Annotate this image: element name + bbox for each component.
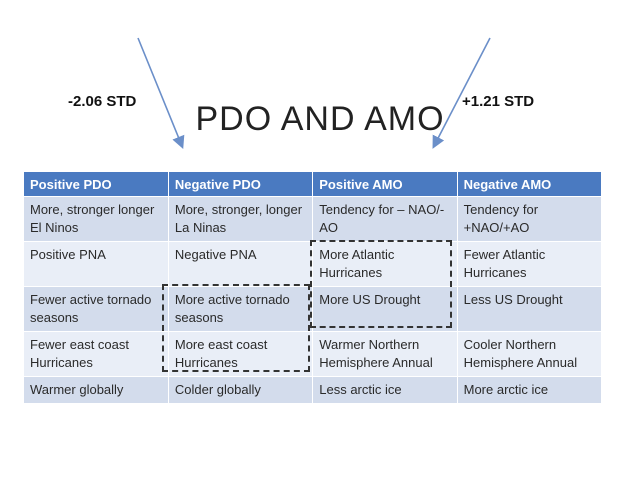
table-row: Positive PNA Negative PNA More Atlantic … <box>24 241 603 287</box>
table-cell: More, stronger, longer La Ninas <box>168 196 314 242</box>
table-cell: Warmer globally <box>24 376 169 403</box>
table-cell: Fewer Atlantic Hurricanes <box>457 241 603 287</box>
header-negative-amo: Negative AMO <box>457 172 603 197</box>
table-row: Warmer globally Colder globally Less arc… <box>24 376 603 403</box>
header-positive-pdo: Positive PDO <box>24 172 169 197</box>
header-positive-amo: Positive AMO <box>312 172 458 197</box>
table-cell: Tendency for – NAO/-AO <box>312 196 458 242</box>
table-cell: Less arctic ice <box>312 376 458 403</box>
table-cell: More, stronger longer El Ninos <box>24 196 169 242</box>
table-row: Fewer active tornado seasons More active… <box>24 286 603 332</box>
table-cell: Fewer active tornado seasons <box>24 286 169 332</box>
table-row: Fewer east coast Hurricanes More east co… <box>24 331 603 377</box>
table-cell: Fewer east coast Hurricanes <box>24 331 169 377</box>
negative-std-label: -2.06 STD <box>68 93 137 110</box>
table-cell: Cooler Northern Hemisphere Annual <box>457 331 603 377</box>
table-cell: More US Drought <box>312 286 458 332</box>
header-negative-pdo: Negative PDO <box>168 172 314 197</box>
table-cell: More east coast Hurricanes <box>168 331 314 377</box>
table-cell: Less US Drought <box>457 286 603 332</box>
positive-std-label: +1.21 STD <box>462 93 535 110</box>
table-cell: Tendency for +NAO/+AO <box>457 196 603 242</box>
slide-title: PDO AND AMO <box>195 100 445 138</box>
table-cell: Positive PNA <box>24 241 169 287</box>
table-cell: Warmer Northern Hemisphere Annual <box>312 331 458 377</box>
table-row: More, stronger longer El Ninos More, str… <box>24 196 603 242</box>
comparison-table: Positive PDO Negative PDO Positive AMO N… <box>24 172 603 403</box>
table-cell: More arctic ice <box>457 376 603 403</box>
table-header-row: Positive PDO Negative PDO Positive AMO N… <box>24 172 603 197</box>
table-cell: Negative PNA <box>168 241 314 287</box>
table-cell: More Atlantic Hurricanes <box>312 241 458 287</box>
table-cell: More active tornado seasons <box>168 286 314 332</box>
table-cell: Colder globally <box>168 376 314 403</box>
